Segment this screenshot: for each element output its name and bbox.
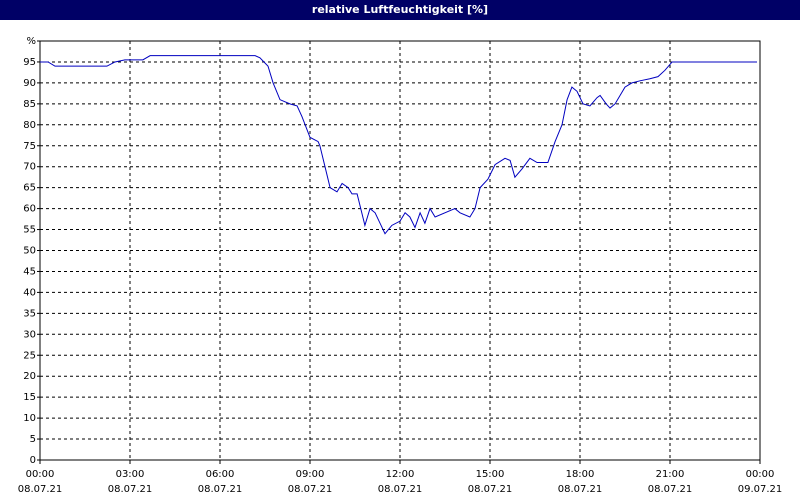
y-tick-label: 75 — [23, 141, 36, 152]
x-tick-date: 08.07.21 — [198, 484, 243, 495]
y-tick-label: 55 — [23, 225, 36, 236]
x-tick-date: 08.07.21 — [378, 484, 423, 495]
y-tick-label: 5 — [30, 434, 36, 445]
x-tick-label: 15:00 — [476, 469, 505, 480]
x-tick-date: 08.07.21 — [108, 484, 153, 495]
y-tick-label: 10 — [23, 413, 36, 424]
y-tick-label: % — [26, 36, 36, 47]
x-tick-date: 08.07.21 — [468, 484, 513, 495]
y-tick-label: 45 — [23, 266, 36, 277]
x-tick-date: 08.07.21 — [288, 484, 333, 495]
x-tick-label: 21:00 — [656, 469, 685, 480]
y-tick-label: 80 — [23, 120, 36, 131]
x-tick-date: 08.07.21 — [558, 484, 603, 495]
data-line — [40, 55, 757, 235]
x-tick-label: 18:00 — [566, 469, 595, 480]
y-tick-label: 85 — [23, 99, 36, 110]
x-tick-label: 12:00 — [386, 469, 415, 480]
x-tick-date: 08.07.21 — [18, 484, 63, 495]
x-tick-label: 03:00 — [116, 469, 145, 480]
y-tick-label: 95 — [23, 57, 36, 68]
y-tick-label: 15 — [23, 392, 36, 403]
x-tick-date: 08.07.21 — [648, 484, 693, 495]
x-tick-label: 00:00 — [26, 469, 55, 480]
y-tick-label: 60 — [23, 204, 36, 215]
y-tick-label: 90 — [23, 78, 36, 89]
y-tick-label: 25 — [23, 350, 36, 361]
y-tick-label: 30 — [23, 329, 36, 340]
x-tick-label: 09:00 — [296, 469, 325, 480]
plot-frame — [39, 40, 761, 461]
y-tick-label: 35 — [23, 308, 36, 319]
x-tick-date: 09.07.21 — [738, 484, 783, 495]
y-tick-label: 65 — [23, 183, 36, 194]
x-tick-label: 00:00 — [746, 469, 775, 480]
title-bar — [0, 0, 800, 20]
y-tick-label: 0 — [30, 455, 36, 466]
y-tick-label: 70 — [23, 162, 36, 173]
y-tick-label: 20 — [23, 371, 36, 382]
y-tick-label: 50 — [23, 246, 36, 257]
x-tick-label: 06:00 — [206, 469, 235, 480]
chart-title: relative Luftfeuchtigkeit [%] — [312, 3, 488, 16]
y-tick-label: 40 — [23, 287, 36, 298]
